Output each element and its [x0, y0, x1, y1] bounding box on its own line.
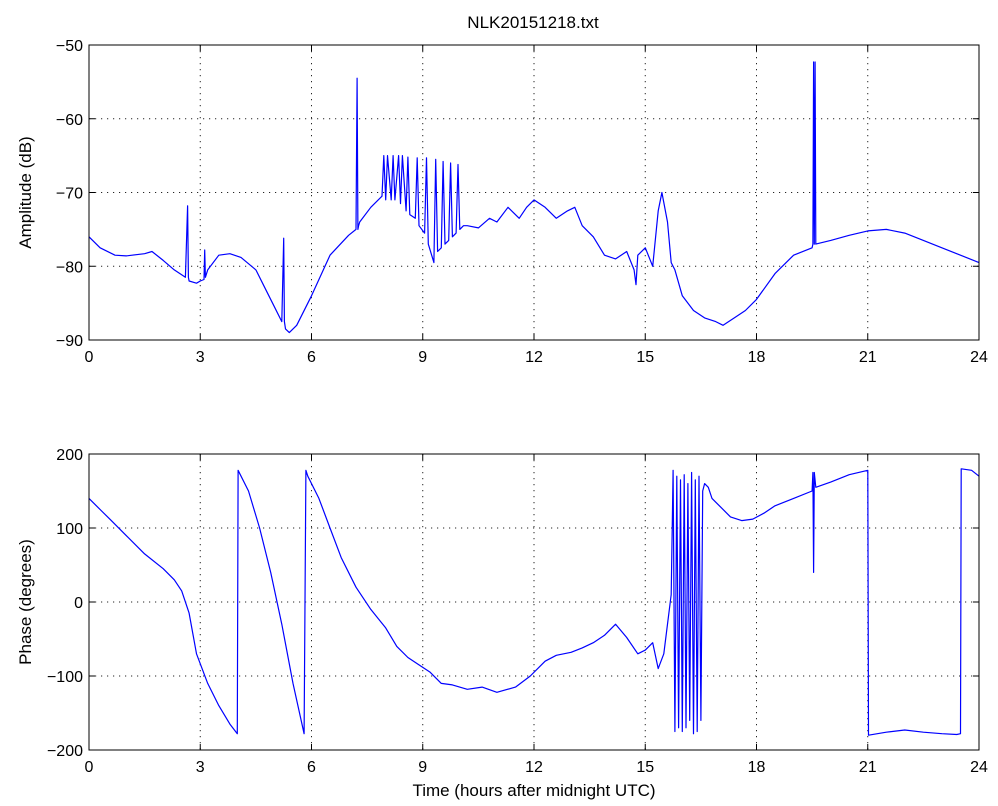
phase-x-tick-label: 21	[859, 759, 877, 776]
amplitude-x-tick-label: 9	[418, 349, 427, 366]
amplitude-x-tick-label: 3	[196, 349, 205, 366]
phase-y-axis-label: Phase (degrees)	[16, 539, 35, 665]
phase-chart: 0 3 6 9 12 15 18 21 24 −200 −100 0 100 200 Phase (degr…	[16, 447, 988, 800]
amplitude-series-line	[88, 61, 980, 334]
amplitude-x-tick-label: 12	[525, 349, 543, 366]
amplitude-x-tick-label: 15	[636, 349, 654, 366]
phase-x-tick-label: 9	[418, 759, 427, 776]
amplitude-y-tick-label: −60	[56, 112, 83, 129]
phase-y-tick-label: −100	[47, 669, 83, 686]
phase-x-tick-label: 12	[525, 759, 543, 776]
amplitude-y-axis-label: Amplitude (dB)	[16, 136, 35, 248]
phase-x-tick-label: 6	[307, 759, 316, 776]
amplitude-x-tick-label: 6	[307, 349, 316, 366]
amplitude-y-tick-label: −70	[56, 186, 83, 203]
amplitude-chart: 0 3 6 9 12 15 18 21 24 −90 −80 −70 −60 −50 Amplitude (…	[16, 38, 988, 366]
phase-x-tick-label: 0	[85, 759, 94, 776]
amplitude-x-tick-label: 18	[748, 349, 766, 366]
phase-y-tick-label: 0	[74, 595, 83, 612]
phase-y-tick-label: 100	[56, 521, 83, 538]
phase-y-tick-label: −200	[47, 743, 83, 760]
phase-x-tick-label: 18	[748, 759, 766, 776]
amplitude-y-tick-label: −50	[56, 38, 83, 55]
amplitude-x-tick-label: 21	[859, 349, 877, 366]
phase-x-tick-label: 24	[970, 759, 988, 776]
phase-y-tick-label: 200	[56, 447, 83, 464]
figure-title: NLK20151218.txt	[467, 13, 599, 32]
phase-x-tick-label: 15	[636, 759, 654, 776]
phase-x-axis-label: Time (hours after midnight UTC)	[412, 781, 655, 800]
amplitude-y-tick-label: −80	[56, 259, 83, 276]
amplitude-x-tick-label: 0	[85, 349, 94, 366]
amplitude-y-tick-label: −90	[56, 333, 83, 350]
amplitude-x-tick-label: 24	[970, 349, 988, 366]
phase-x-tick-label: 3	[196, 759, 205, 776]
phase-series-line	[88, 468, 980, 736]
